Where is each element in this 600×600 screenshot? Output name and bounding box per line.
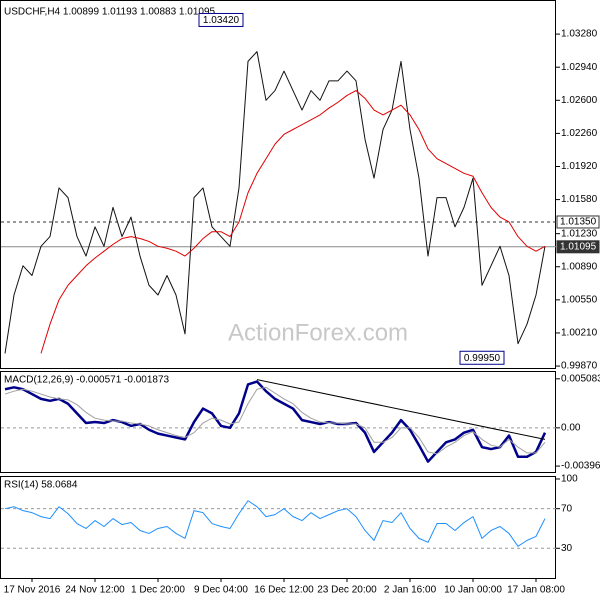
y-tick-label: 1.00550 [561, 294, 598, 305]
x-tick-label: 24 Nov 12:00 [65, 585, 125, 596]
y-tick-label: 0.99870 [561, 361, 598, 372]
price-title: USDCHF,H4 1.00899 1.01193 1.00883 1.0109… [4, 7, 216, 18]
x-tick-label: 10 Jan 00:00 [444, 585, 502, 596]
x-tick-label: 1 Dec 20:00 [131, 585, 185, 596]
x-tick-label: 9 Dec 04:00 [194, 585, 248, 596]
y-tick-label: 1.03280 [561, 29, 598, 40]
y-tick-label: 1.01920 [561, 161, 598, 172]
y-tick-label: 1.02940 [561, 62, 598, 73]
y-tick-label: 1.02260 [561, 128, 598, 139]
annotation-label: 0.99950 [464, 353, 501, 364]
y-tick-label: 1.01230 [561, 228, 598, 239]
series-line [4, 380, 547, 463]
rsi-panel [0, 476, 556, 579]
x-tick-label: 2 Jan 16:00 [384, 585, 437, 596]
annotation-box [198, 12, 244, 27]
y-tick-label: 1.00890 [561, 261, 598, 272]
series-line [4, 386, 546, 455]
x-tick-label: 17 Nov 2016 [4, 585, 61, 596]
level-box [556, 240, 600, 254]
annotation-label: 1.03420 [203, 15, 240, 26]
level-label: 1.01350 [560, 217, 597, 228]
x-tick-label: 16 Dec 12:00 [254, 585, 314, 596]
watermark: ActionForex.com [228, 319, 408, 346]
y-tick-label: 30 [561, 543, 573, 554]
x-tick-label: 23 Dec 20:00 [317, 585, 377, 596]
y-tick-label: 1.01580 [561, 194, 598, 205]
macd-title: MACD(12,26,9) -0.000571 -0.001873 [4, 375, 170, 386]
y-tick-label: -0.003967 [561, 461, 600, 472]
trendline [256, 379, 546, 440]
x-tick-label: 17 Jan 08:00 [507, 585, 565, 596]
series-line [4, 500, 546, 547]
y-tick-label: 0.00 [561, 422, 581, 433]
series-line [4, 51, 546, 354]
y-tick-label: 1.02600 [561, 95, 598, 106]
rsi-title: RSI(14) 58.0684 [4, 480, 78, 491]
macd-panel [0, 371, 556, 473]
series-line [40, 90, 546, 354]
y-tick-label: 1.00210 [561, 328, 598, 339]
price-panel [0, 0, 556, 369]
y-tick-label: 100 [561, 474, 578, 485]
level-box [556, 215, 600, 229]
level-label: 1.01095 [560, 241, 597, 252]
y-tick-label: 0.005083 [561, 373, 600, 384]
y-tick-label: 70 [561, 503, 573, 514]
annotation-box [459, 350, 505, 365]
